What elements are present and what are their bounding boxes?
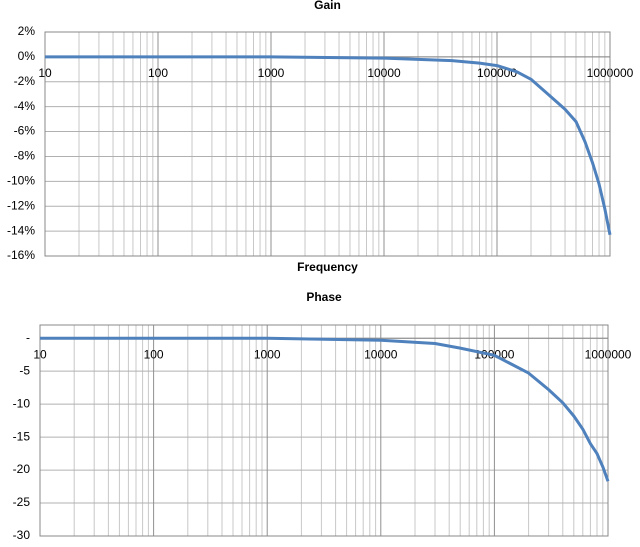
y-tick-label: -6% <box>14 124 36 138</box>
y-tick-label: - <box>26 330 30 344</box>
y-tick-label: 2% <box>18 24 36 38</box>
x-tick-label: 10000 <box>364 347 398 361</box>
y-tick-label: -8% <box>14 149 36 163</box>
y-tick-label: -4% <box>14 99 36 113</box>
data-line <box>40 336 610 482</box>
x-tick-label: 100000 <box>477 66 517 80</box>
y-tick-label: -25 <box>13 495 31 509</box>
plot-border <box>39 324 609 537</box>
y-tick-label: -15 <box>13 429 31 443</box>
y-tick-label: -2% <box>14 74 36 88</box>
plot-border <box>44 31 611 257</box>
y-tick-label: -12% <box>7 198 35 212</box>
y-tick-label: -10% <box>7 174 35 188</box>
data-line <box>45 55 612 236</box>
x-tick-label: 100 <box>148 66 168 80</box>
y-tick-label: -10 <box>13 396 31 410</box>
x-tick-label: 100 <box>144 347 164 361</box>
y-tick-label: -14% <box>7 223 35 237</box>
x-tick-label: 1000 <box>258 66 285 80</box>
y-tick-label: -30 <box>13 528 31 542</box>
x-axis-title: Frequency <box>297 260 358 274</box>
x-tick-label: 10000 <box>367 66 401 80</box>
y-tick-label: -16% <box>7 248 35 262</box>
y-tick-label: 0% <box>18 49 36 63</box>
y-tick-label: -5 <box>19 363 30 377</box>
y-tick-label: -20 <box>13 462 31 476</box>
chart-title: Phase <box>306 290 342 304</box>
chart-title: Gain <box>314 0 341 12</box>
x-tick-label: 1000 <box>254 347 281 361</box>
